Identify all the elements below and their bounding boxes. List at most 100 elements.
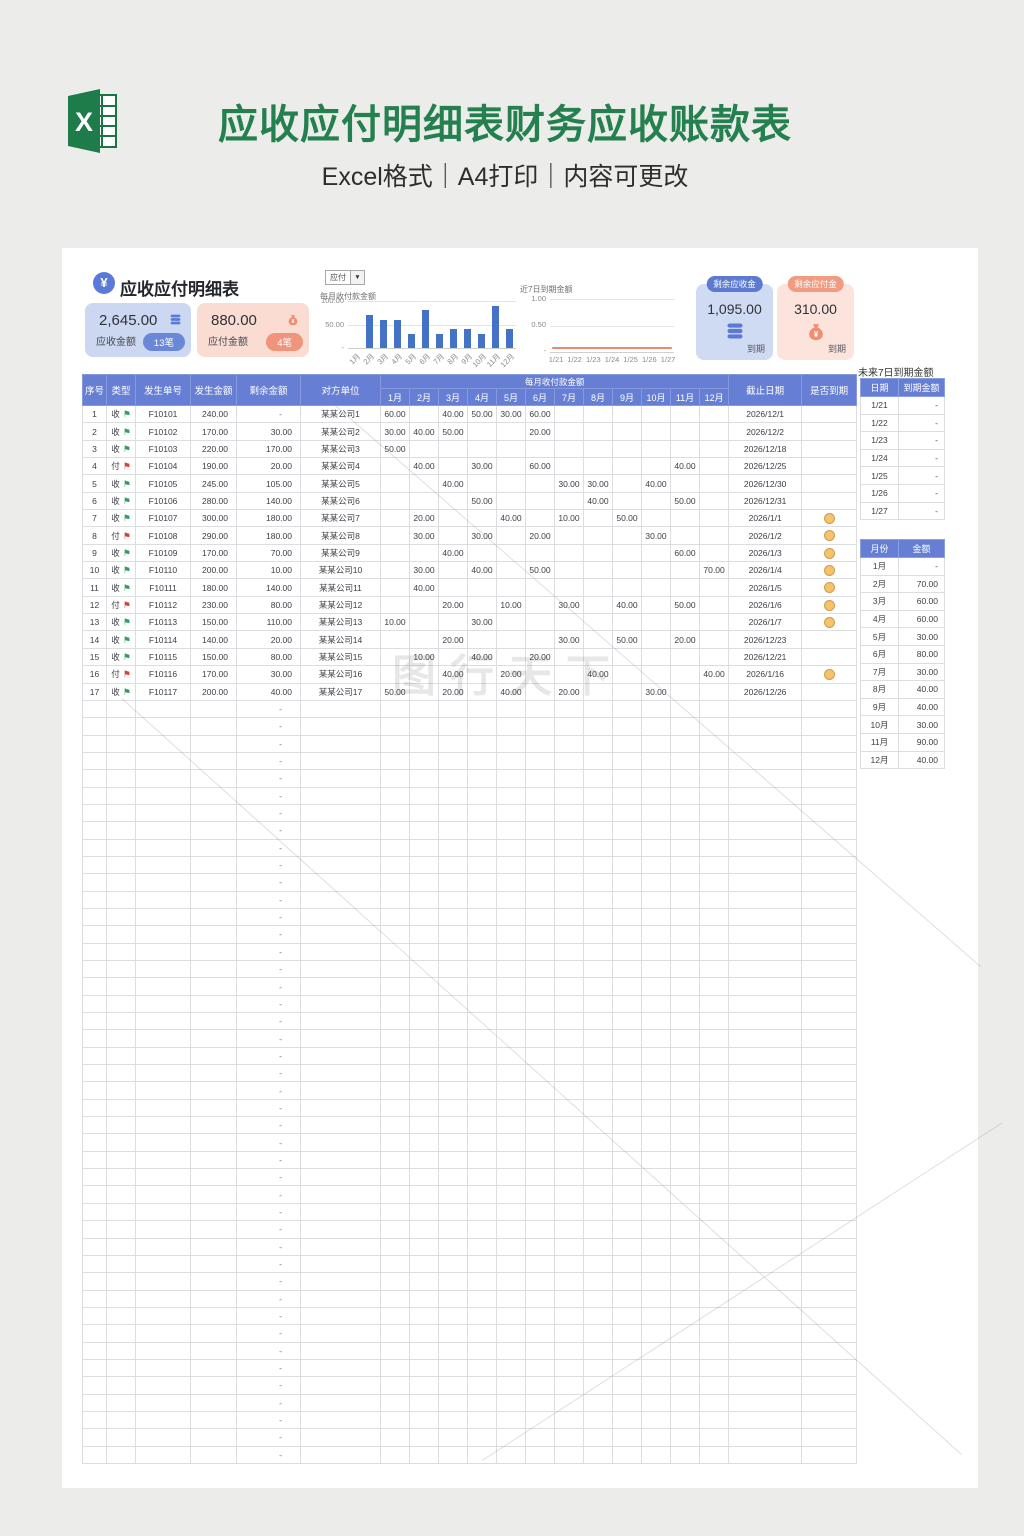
cell[interactable] (467, 1289, 497, 1308)
cell[interactable] (438, 1237, 468, 1256)
cell[interactable] (583, 1254, 613, 1274)
cell[interactable] (641, 1341, 671, 1360)
cell[interactable] (670, 1254, 700, 1274)
cell[interactable] (801, 1428, 858, 1447)
cell[interactable] (438, 1185, 468, 1204)
cell[interactable] (438, 1306, 468, 1326)
cell[interactable] (106, 925, 136, 944)
cell[interactable] (409, 717, 439, 736)
cell[interactable] (82, 1254, 107, 1274)
cell[interactable] (190, 942, 237, 962)
cell-month[interactable] (380, 595, 410, 615)
cell[interactable] (409, 1237, 439, 1256)
cell-type[interactable]: 收 ⚑ (106, 422, 136, 441)
cell[interactable] (641, 1116, 671, 1135)
cell[interactable] (438, 1341, 468, 1360)
cell[interactable] (380, 890, 410, 909)
cell[interactable] (641, 1272, 671, 1291)
cell[interactable] (438, 1428, 468, 1447)
cell[interactable] (698, 1168, 730, 1187)
cell[interactable] (467, 1098, 497, 1118)
cell-due-status[interactable] (801, 404, 858, 424)
cell[interactable] (670, 1289, 700, 1308)
cell[interactable] (438, 1358, 468, 1378)
cell[interactable] (82, 1358, 107, 1378)
cell[interactable] (190, 1393, 237, 1412)
cell-month[interactable]: 30.00 (380, 422, 410, 441)
cell[interactable] (106, 1237, 136, 1256)
cell[interactable] (409, 1306, 439, 1326)
cell[interactable] (728, 1185, 803, 1204)
cell[interactable] (698, 769, 730, 788)
cell-due-status[interactable] (801, 509, 858, 528)
cell-remaining[interactable]: 30.00 (236, 422, 301, 441)
cell-month[interactable]: 40.00 (409, 422, 439, 441)
cell[interactable] (670, 769, 700, 788)
cell[interactable] (82, 803, 107, 823)
cell[interactable] (496, 1185, 526, 1204)
cell[interactable] (801, 751, 858, 771)
cell[interactable] (190, 907, 237, 927)
cell-seq[interactable]: 2 (82, 422, 107, 441)
cell[interactable] (698, 1098, 730, 1118)
cell-doc-no[interactable]: F10102 (135, 422, 191, 441)
cell[interactable]: 1/27 (860, 501, 899, 521)
cell[interactable] (409, 1150, 439, 1170)
cell[interactable] (801, 1289, 858, 1308)
cell[interactable] (641, 873, 671, 892)
cell-month[interactable] (583, 457, 613, 476)
cell[interactable] (106, 751, 136, 771)
cell[interactable] (106, 717, 136, 736)
cell[interactable] (670, 855, 700, 875)
cell-month[interactable]: 20.00 (670, 630, 700, 649)
cell-month[interactable] (409, 439, 439, 459)
cell-seq[interactable]: 1 (82, 404, 107, 424)
cell[interactable] (583, 821, 613, 840)
cell-amount[interactable]: 300.00 (190, 509, 237, 528)
cell[interactable]: 3月 (860, 592, 899, 611)
cell[interactable] (467, 1341, 497, 1360)
cell[interactable] (801, 1306, 858, 1326)
cell[interactable] (525, 890, 555, 909)
cell[interactable] (612, 1324, 642, 1343)
cell[interactable] (583, 873, 613, 892)
cell-company[interactable]: 某某公司15 (300, 647, 381, 667)
cell-month[interactable] (583, 404, 613, 424)
cell[interactable] (612, 1012, 642, 1031)
cell-month[interactable]: 60.00 (670, 543, 700, 563)
cell-month[interactable] (496, 578, 526, 597)
cell[interactable] (670, 942, 700, 962)
cell[interactable] (670, 717, 700, 736)
cell-month[interactable] (641, 543, 671, 563)
cell[interactable] (554, 838, 584, 857)
cell[interactable] (380, 1150, 410, 1170)
cell[interactable] (300, 1254, 381, 1274)
cell[interactable] (135, 1029, 191, 1048)
cell[interactable] (135, 1133, 191, 1152)
cell[interactable] (82, 1098, 107, 1118)
cell[interactable] (525, 1410, 555, 1430)
cell[interactable] (612, 838, 642, 857)
cell[interactable] (135, 1237, 191, 1256)
cell[interactable] (380, 1237, 410, 1256)
cell-type[interactable]: 收 ⚑ (106, 543, 136, 563)
cell-due-status[interactable] (801, 682, 858, 701)
cell[interactable] (496, 1202, 526, 1222)
cell[interactable] (300, 1358, 381, 1378)
cell[interactable] (438, 1081, 468, 1100)
cell-remaining[interactable]: 30.00 (236, 665, 301, 684)
cell-remaining[interactable]: 10.00 (236, 561, 301, 580)
cell-month[interactable] (670, 439, 700, 459)
cell[interactable] (106, 1445, 136, 1464)
cell[interactable]: - (236, 751, 301, 771)
cell-doc-no[interactable]: F10103 (135, 439, 191, 459)
cell-remaining[interactable]: 180.00 (236, 509, 301, 528)
cell[interactable] (801, 942, 858, 962)
cell[interactable] (612, 751, 642, 771)
cell[interactable] (438, 1220, 468, 1239)
cell[interactable]: 2月 (860, 574, 899, 594)
cell-month[interactable]: 60.00 (525, 404, 555, 424)
cell[interactable] (496, 1081, 526, 1100)
cell[interactable] (525, 1237, 555, 1256)
cell-month[interactable] (583, 561, 613, 580)
